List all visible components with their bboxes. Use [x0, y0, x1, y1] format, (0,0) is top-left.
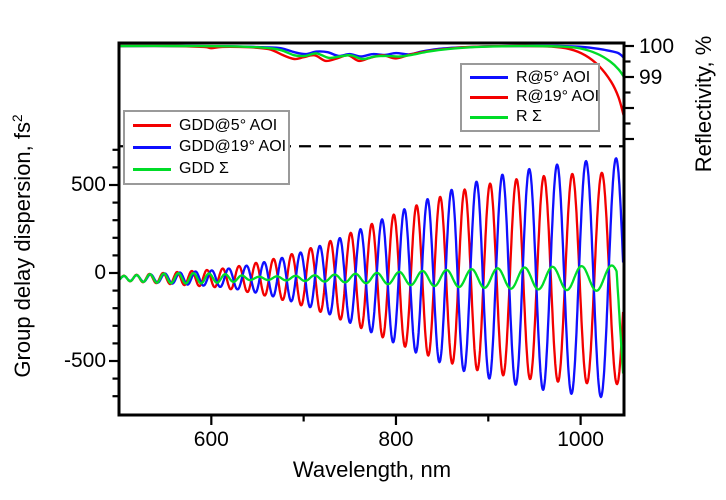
legend-item: GDD Σ: [133, 160, 282, 178]
axis-ticks: [109, 44, 634, 425]
legend-item: R Σ: [470, 108, 592, 126]
gdd-curve-0: [119, 171, 624, 386]
reflectivity-legend: R@5° AOI R@19° AOI R Σ: [460, 63, 600, 132]
legend-item: R@5° AOI: [470, 69, 592, 87]
y-right-tick-label: 100: [639, 35, 675, 58]
legend-item-label: GDD@5° AOI: [179, 116, 278, 134]
legend-item-label: R@19° AOI: [516, 88, 600, 106]
y-right-tick-label: 99: [639, 66, 663, 89]
y-axis-title-right: Reflectivity, %: [691, 35, 716, 173]
gdd-curve-1: [119, 157, 624, 399]
curves-group: [119, 44, 624, 399]
x-axis-title: Wavelength, nm: [292, 457, 452, 482]
legend-line-sample: [470, 95, 508, 99]
legend-item: GDD@5° AOI: [133, 117, 282, 135]
legend-line-sample: [470, 76, 508, 80]
x-tick-label: 600: [193, 428, 229, 451]
x-tick-label: 800: [378, 428, 414, 451]
y-left-tick-label: 500: [70, 173, 106, 196]
y-axis-title-left: Group delay dispersion, fs2: [10, 114, 36, 377]
legend-item-label: GDD Σ: [179, 160, 229, 178]
legend-item: GDD@19° AOI: [133, 138, 286, 156]
y-left-tick-label: 0: [94, 261, 106, 284]
reflectivity-curve-2: [119, 44, 624, 79]
gdd-legend: GDD@5° AOI GDD@19° AOI GDD Σ: [123, 110, 290, 185]
legend-item-label: GDD@19° AOI: [179, 138, 287, 156]
legend-line-sample: [133, 124, 171, 128]
legend-item-label: R Σ: [516, 108, 542, 126]
y-axis-title-left-text: Group delay dispersion, fs: [10, 122, 36, 378]
legend-line-sample: [133, 145, 171, 149]
x-tick-label: 1000: [557, 428, 604, 451]
legend-line-sample: [133, 167, 171, 171]
legend-item: R@19° AOI: [470, 88, 599, 106]
legend-line-sample: [470, 115, 508, 119]
y-axis-title-left-superscript: 2: [9, 114, 25, 122]
y-left-tick-label: -500: [63, 349, 106, 372]
legend-item-label: R@5° AOI: [516, 68, 591, 86]
plot-border: [117, 41, 626, 417]
gdd-curve-2: [119, 264, 624, 374]
